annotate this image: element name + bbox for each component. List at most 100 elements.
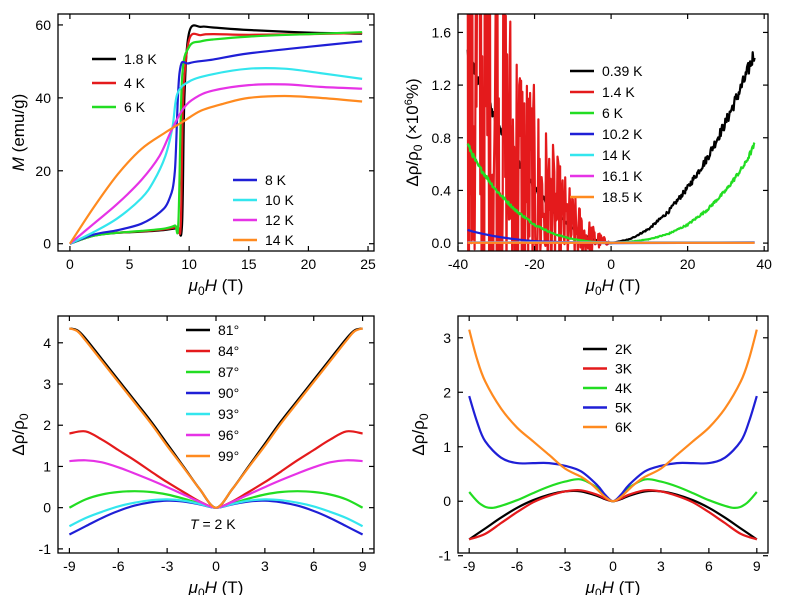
y-axis-label: Δρ/ρ0 (×106%) [403,78,425,186]
series-line-6k [468,329,758,503]
legend-label: 16.1 K [602,168,643,184]
x-tick-label: 5 [126,256,134,272]
x-tick-label: 3 [657,558,665,574]
legend-label: 4 K [124,75,146,91]
y-tick-label: 0 [443,493,451,509]
series-line-96- [69,459,363,509]
y-tick-label: 2 [43,417,51,433]
legend-label: 6 K [124,99,146,115]
legend-label: 8 K [265,172,287,188]
series-line-3k [468,489,758,541]
x-tick-label: -9 [463,558,476,574]
y-tick-label: 0.0 [432,235,452,251]
series-line-14-k [68,94,363,245]
x-tick-label: -6 [511,558,524,574]
x-tick-label: 6 [705,558,713,574]
x-tick-label: 15 [241,256,257,272]
x-tick-label: 0 [66,256,74,272]
legend-label: 14 K [602,147,631,163]
legend-label: 96° [218,427,239,443]
legend-label: 87° [218,364,239,380]
x-tick-label: 9 [359,558,367,574]
series-line-84- [69,430,363,509]
x-tick-label: 6 [310,558,318,574]
x-tick-label: 20 [680,256,696,272]
y-tick-label: 0 [43,236,51,252]
x-tick-label: -3 [161,558,174,574]
legend: 2K 3K 4K 5K 6K [583,341,633,435]
x-axis-label: μ0H (T) [585,276,641,298]
legend-label: 0.39 K [602,63,643,79]
series-line-10-k [69,67,363,245]
x-tick-label: 3 [261,558,269,574]
series-group [468,329,758,541]
legend-label: 6K [615,419,633,435]
y-axis-label: Δρ/ρ0 [9,413,31,455]
y-tick-label: 1.6 [432,24,452,40]
legend-label: 18.5 K [602,189,643,205]
legend-label: 6 K [602,105,624,121]
y-tick-label: 0 [43,500,51,516]
panel-bottom-left: -9 -6 -3 0 3 6 9 -1 0 1 2 3 4 μ0H (T) Δρ/ρ0 81° 84° 87° 90… [9,315,375,595]
annotation-temperature: T = 2 K [190,516,236,532]
legend: 0.39 K 1.4 K 6 K 10.2 K 14 K 16.1 K 18.5 K [570,63,643,205]
series-line-87- [68,490,364,509]
x-tick-label: 20 [301,256,317,272]
y-tick-label: -1 [439,548,452,564]
series-line-4-k [69,31,363,245]
series-line-99- [69,327,363,509]
legend: 8 K 10 K 12 K 14 K [233,172,294,248]
legend-label: 81° [218,322,239,338]
x-tick-label: -9 [63,558,76,574]
legend: 1.8 K 4 K 6 K [92,51,157,115]
y-tick-label: 40 [35,90,51,106]
legend-label: 5K [615,400,633,416]
legend: 81° 84° 87° 90° 93° 96° 99° [186,322,239,464]
legend-label: 90° [218,385,239,401]
x-tick-label: -3 [559,558,572,574]
x-tick-label: 0 [212,558,220,574]
series-line-5k [468,395,758,503]
series-line-8-k [69,40,363,245]
y-tick-label: 60 [35,17,51,33]
series-line-4k [468,478,758,510]
legend-label: 1.8 K [124,51,157,67]
legend-label: 99° [218,448,239,464]
y-tick-label: 0.8 [432,130,452,146]
y-tick-label: 1.2 [432,77,452,93]
series-group [68,24,363,245]
panel-bottom-right: -9 -6 -3 0 3 6 9 -1 0 1 2 3 μ0H (T) Δρ/ρ0 2K 3K 4K 5K 6K [409,315,769,595]
legend-label: 10 K [265,192,294,208]
y-tick-label: 0.4 [432,182,452,198]
series-line-81- [69,327,363,509]
series-line-6-k [69,31,363,245]
x-axis-label: μ0H (T) [188,276,244,298]
y-tick-label: 1 [43,458,51,474]
series-line-10-2-k [467,228,755,245]
legend-label: 93° [218,406,239,422]
y-tick-label: 3 [43,376,51,392]
legend-label: 2K [615,341,633,357]
y-tick-label: 2 [443,384,451,400]
x-tick-label: 10 [181,256,197,272]
y-tick-label: -1 [39,541,52,557]
series-group [68,327,364,536]
legend-label: 14 K [265,232,294,248]
legend-label: 3K [615,361,633,377]
x-tick-label: -20 [524,256,544,272]
y-tick-label: 4 [43,335,51,351]
legend-label: 84° [218,343,239,359]
series-group [466,14,756,251]
x-tick-label: 25 [360,256,376,272]
x-tick-label: 9 [753,558,761,574]
series-line-12-k [69,83,363,245]
y-tick-label: 1 [443,439,451,455]
legend-label: 10.2 K [602,126,643,142]
axes-frame [457,315,769,554]
x-tick-label: -40 [448,256,468,272]
legend-label: 12 K [265,212,294,228]
x-tick-label: 0 [607,256,615,272]
axes-frame [57,13,375,252]
legend-label: 4K [615,380,633,396]
